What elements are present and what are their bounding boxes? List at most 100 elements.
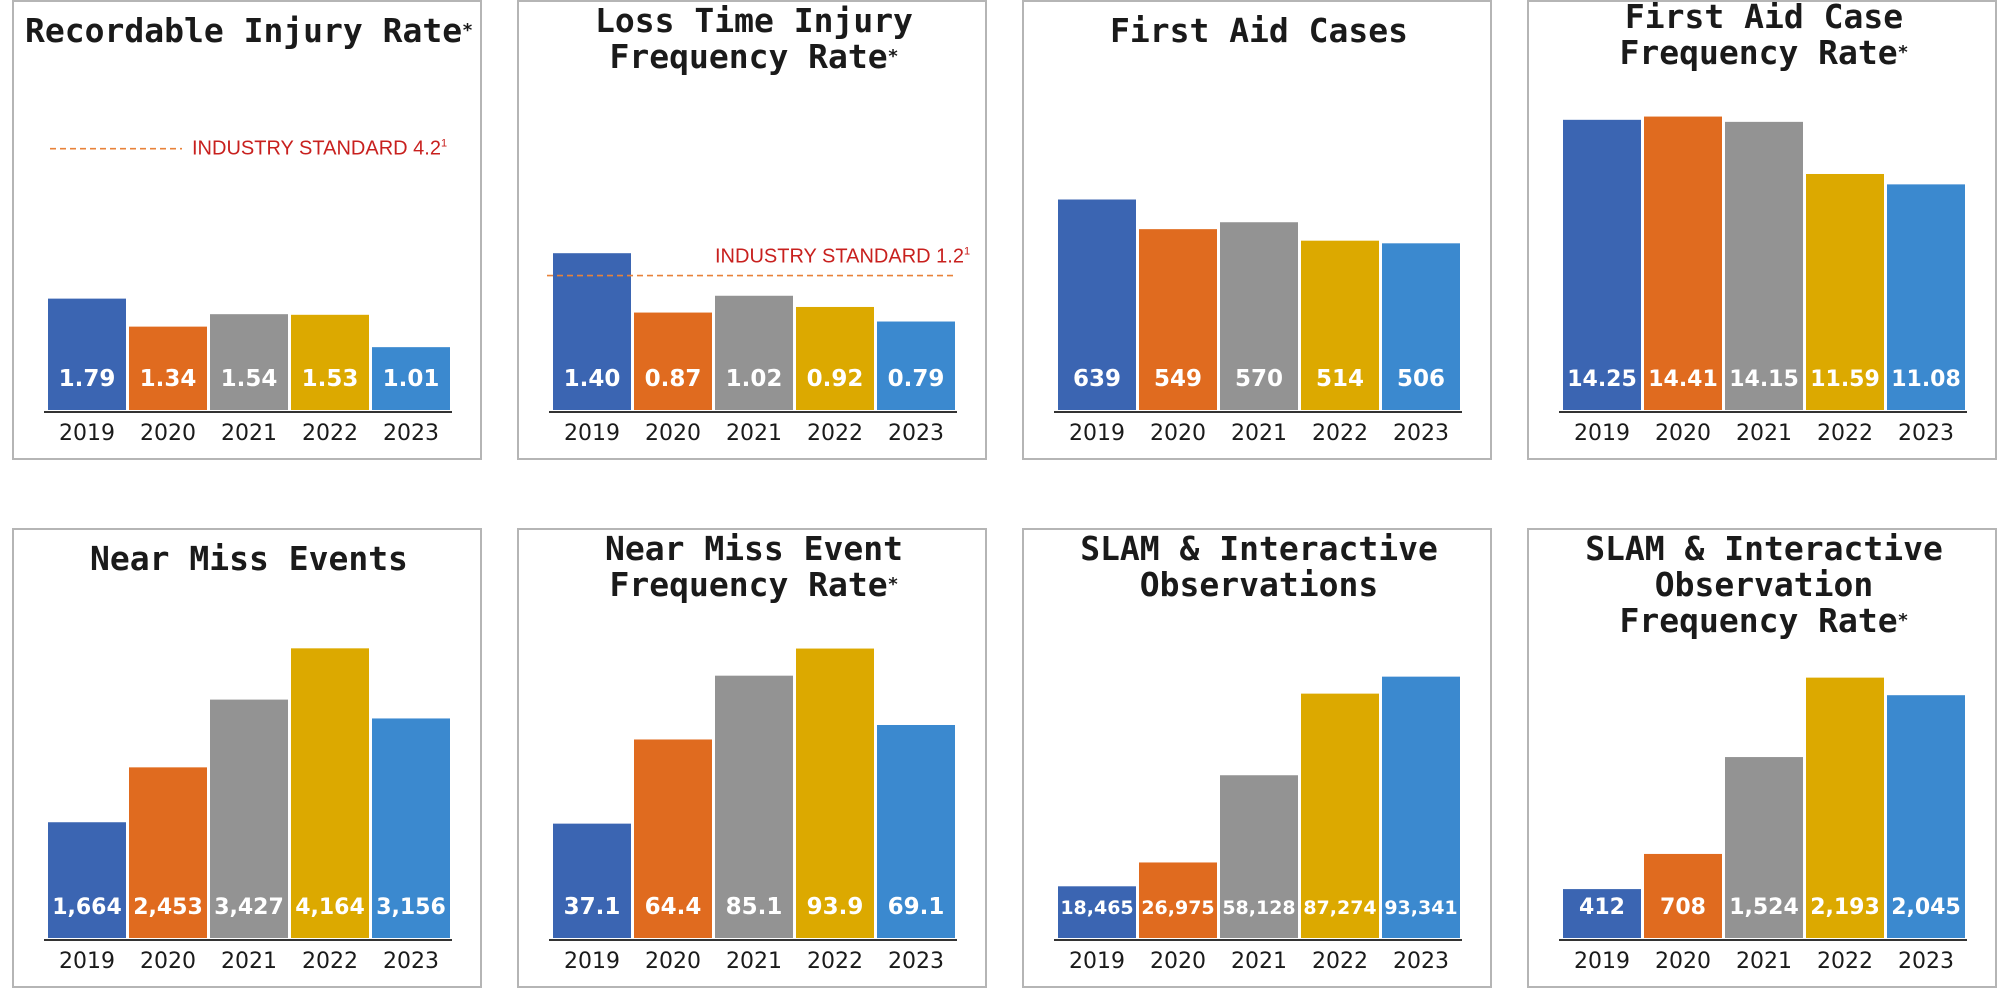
data-label-2022: 87,274: [1303, 897, 1376, 919]
bar-2021: [715, 295, 793, 410]
x-tick-label-2023: 2023: [1898, 421, 1954, 446]
data-label-2023: 11.08: [1891, 367, 1961, 392]
bar-2021: [1220, 222, 1298, 410]
bar-2020: [1644, 853, 1722, 938]
x-tick-label-2023: 2023: [383, 421, 439, 446]
x-tick-label-2020: 2020: [645, 949, 701, 974]
x-tick-label-2020: 2020: [140, 949, 196, 974]
bar-2019: [553, 823, 631, 938]
x-tick-label-2021: 2021: [1231, 421, 1287, 446]
x-tick-label-2019: 2019: [59, 421, 115, 446]
x-tick-label-2022: 2022: [807, 421, 863, 446]
x-tick-label-2019: 2019: [1069, 949, 1125, 974]
bar-2022: [291, 314, 369, 410]
chart-title-line: Near Miss Event: [605, 530, 903, 568]
bar-2021: [210, 314, 288, 410]
chart-title-line: Frequency Rate*: [610, 37, 899, 76]
x-tick-label-2023: 2023: [888, 949, 944, 974]
chart-title-line: SLAM & Interactive: [1080, 530, 1438, 568]
x-tick-label-2022: 2022: [1312, 421, 1368, 446]
chart-title-line: First Aid Case: [1625, 2, 1903, 36]
bar-2020: [634, 739, 712, 938]
chart-panel-recordable-injury-rate: Recordable Injury Rate* 1.79 1.34 1.54 1.53 1…: [12, 0, 482, 460]
data-label-2022: 4,164: [295, 895, 365, 920]
chart-title-text: Frequency Rate: [610, 565, 888, 604]
bar-2022: [1806, 173, 1884, 410]
data-label-2021: 1,524: [1729, 895, 1799, 920]
chart-title-line: Frequency Rate*: [610, 565, 899, 604]
bar-2023: [372, 718, 450, 938]
x-tick-label-2020: 2020: [1150, 949, 1206, 974]
industry-standard-text: INDUSTRY STANDARD 4.2: [192, 138, 441, 160]
chart-title-line: Loss Time Injury: [595, 2, 913, 40]
x-tick-label-2023: 2023: [1898, 949, 1954, 974]
data-label-2019: 18,465: [1060, 897, 1133, 919]
data-label-2023: 69.1: [888, 894, 945, 920]
data-label-2019: 1,664: [52, 895, 122, 920]
chart-title-text: Frequency Rate: [1620, 601, 1898, 640]
bar-2021: [1725, 757, 1803, 938]
data-label-2020: 1.34: [140, 366, 197, 392]
x-tick-label-2021: 2021: [1231, 949, 1287, 974]
bar-2023: [1382, 676, 1460, 938]
chart-panel-first-aid-cases: First Aid Cases 639 549 570 514 506 2019 2020 20…: [1022, 0, 1492, 460]
chart-panel-slam-interactive-observations: SLAM & Interactive Observations 18,465 26,9…: [1022, 528, 1492, 988]
bar-2020: [1139, 862, 1217, 938]
data-label-2023: 93,341: [1384, 897, 1457, 919]
x-tick-label-2020: 2020: [1150, 421, 1206, 446]
data-label-2021: 3,427: [214, 895, 284, 920]
data-label-2020: 26,975: [1141, 897, 1214, 919]
x-tick-label-2022: 2022: [302, 949, 358, 974]
data-label-2020: 2,453: [133, 895, 203, 920]
chart-panel-loss-time-injury-frequency-rate: Loss Time Injury Frequency Rate* 1.40 0.87 1…: [517, 0, 987, 460]
x-tick-label-2022: 2022: [1312, 949, 1368, 974]
data-label-2022: 93.9: [807, 894, 864, 920]
bar-2023: [372, 347, 450, 410]
chart-title-line: First Aid Cases: [1110, 11, 1408, 50]
title-asterisk: *: [888, 46, 899, 67]
data-label-2019: 412: [1579, 895, 1625, 920]
chart-title-text: Loss Time Injury: [595, 2, 913, 40]
data-label-2022: 2,193: [1810, 895, 1880, 920]
x-tick-label-2021: 2021: [221, 949, 277, 974]
bar-2023: [877, 321, 955, 410]
chart-title-line: Observation: [1655, 565, 1874, 604]
data-label-2022: 11.59: [1810, 367, 1880, 392]
data-label-2020: 549: [1154, 366, 1202, 392]
bar-2021: [1220, 775, 1298, 938]
data-label-2020: 708: [1660, 895, 1706, 920]
chart-title-text: First Aid Case: [1625, 2, 1903, 36]
title-asterisk: *: [1898, 42, 1909, 63]
chart-title-line: Frequency Rate*: [1620, 33, 1909, 72]
chart-title-line: Frequency Rate*: [1620, 601, 1909, 640]
footnote-marker: 1: [441, 138, 447, 150]
data-label-2023: 1.01: [383, 366, 440, 392]
chart-first-aid-cases: First Aid Cases 639 549 570 514 506 2019 2020 20…: [1054, 11, 1462, 446]
bar-2019: [1563, 119, 1641, 411]
x-tick-label-2023: 2023: [888, 421, 944, 446]
bar-2019: [48, 298, 126, 410]
bar-2020: [129, 326, 207, 410]
x-tick-label-2023: 2023: [1393, 421, 1449, 446]
chart-title-text: Frequency Rate: [1620, 33, 1898, 72]
bar-2022: [291, 648, 369, 938]
x-tick-label-2020: 2020: [1655, 949, 1711, 974]
chart-title-line: Observations: [1140, 565, 1378, 604]
bar-2022: [796, 648, 874, 938]
x-tick-label-2021: 2021: [1736, 421, 1792, 446]
data-label-2023: 3,156: [376, 895, 446, 920]
title-asterisk: *: [888, 574, 899, 595]
bar-2022: [1806, 677, 1884, 938]
data-label-2023: 506: [1397, 366, 1445, 392]
data-label-2021: 14.15: [1729, 367, 1799, 392]
industry-standard-label: INDUSTRY STANDARD 4.21: [192, 138, 447, 160]
chart-title-text: Observation: [1655, 565, 1874, 604]
bar-2022: [1301, 240, 1379, 410]
x-tick-label-2020: 2020: [1655, 421, 1711, 446]
bar-2021: [210, 699, 288, 938]
data-label-2021: 570: [1235, 366, 1283, 392]
bar-2023: [1887, 184, 1965, 410]
